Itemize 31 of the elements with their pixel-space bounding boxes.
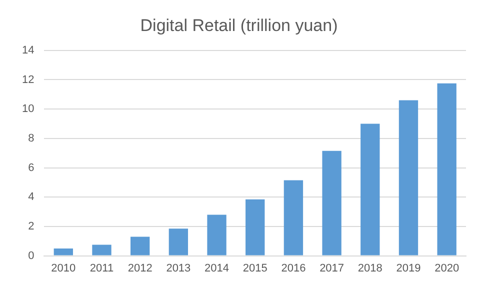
bar — [130, 236, 150, 256]
bar — [246, 199, 265, 256]
x-tick-label: 2014 — [204, 262, 230, 274]
bar — [398, 100, 418, 256]
x-tick-label: 2011 — [90, 262, 114, 274]
y-tick-label: 14 — [22, 44, 34, 56]
y-tick-label: 4 — [28, 191, 34, 204]
bar — [207, 214, 226, 256]
x-tick-label: 2012 — [128, 262, 152, 274]
x-tick-label: 2019 — [396, 262, 421, 274]
bar — [360, 124, 380, 256]
x-tick-label: 2018 — [358, 262, 382, 274]
y-tick-label: 6 — [28, 162, 34, 174]
bar — [54, 248, 73, 256]
x-tick-label: 2020 — [434, 262, 460, 274]
bar — [284, 180, 304, 256]
x-tick-label: 2013 — [166, 262, 191, 274]
x-tick-label: 2016 — [281, 262, 306, 274]
bar — [322, 150, 342, 256]
x-tick-label: 2017 — [320, 262, 344, 274]
y-tick-label: 8 — [28, 132, 34, 144]
bar — [437, 83, 456, 256]
y-tick-label: 0 — [28, 250, 34, 262]
y-tick-label: 2 — [28, 220, 34, 232]
y-tick-label: 12 — [22, 74, 34, 86]
x-tick-label: 2015 — [242, 262, 268, 274]
bar — [92, 244, 112, 256]
bar — [168, 228, 188, 256]
chart-title: Digital Retail (trillion yuan) — [140, 16, 338, 35]
y-tick-label: 10 — [22, 103, 34, 116]
x-tick-label: 2010 — [51, 262, 76, 274]
